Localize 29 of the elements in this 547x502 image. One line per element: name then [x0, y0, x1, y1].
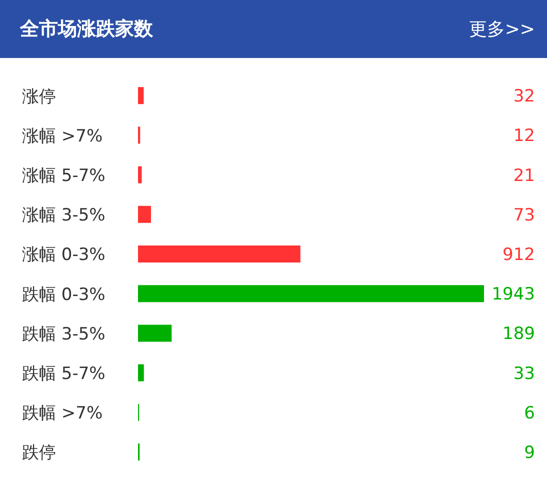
data-label: 32 [513, 86, 535, 107]
data-label: 1943 [492, 284, 535, 305]
data-label: 9 [524, 442, 535, 463]
data-label: 189 [502, 324, 535, 344]
bar [138, 245, 300, 262]
text: 更多>> [468, 18, 535, 41]
bar [138, 166, 142, 184]
bar [138, 364, 144, 382]
y-tick-label: 涨幅 3-5% [22, 206, 106, 226]
y-tick-label: 涨幅 0-3% [22, 245, 106, 266]
y-tick-label: 跌幅 >7% [22, 404, 103, 424]
data-label: 12 [513, 126, 535, 146]
chart-title: 全市场涨跌家数 [20, 17, 153, 42]
y-tick-label: 跌停 [22, 443, 56, 464]
bar [138, 87, 144, 104]
bar [138, 206, 151, 223]
data-label: 6 [524, 403, 535, 424]
bar [138, 285, 484, 302]
y-tick-label: 涨停 [22, 86, 56, 107]
y-tick-label: 涨幅 >7% [22, 126, 103, 146]
y-tick-label: 跌幅 3-5% [22, 324, 106, 344]
bar [138, 324, 172, 342]
y-tick-label: 涨幅 5-7% [22, 166, 106, 186]
data-label: 73 [513, 205, 535, 226]
data-label: 912 [502, 244, 535, 265]
data-label: 21 [513, 166, 535, 186]
data-label: 33 [513, 364, 535, 384]
y-tick-label: 跌幅 0-3% [22, 284, 106, 305]
y-tick-label: 跌幅 5-7% [22, 364, 106, 384]
